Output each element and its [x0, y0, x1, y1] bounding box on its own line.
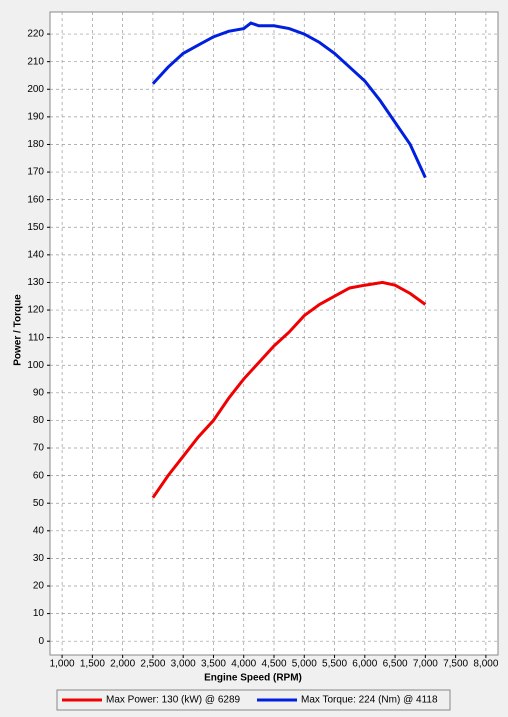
legend-label: Max Power: 130 (kW) @ 6289: [106, 695, 241, 706]
y-tick-label: 150: [27, 222, 44, 233]
y-tick-label: 220: [27, 29, 44, 40]
legend-label: Max Torque: 224 (Nm) @ 4118: [301, 695, 438, 706]
x-tick-label: 1,000: [50, 659, 75, 670]
x-tick-label: 2,000: [110, 659, 135, 670]
y-tick-label: 140: [27, 249, 44, 260]
x-tick-label: 8,000: [473, 659, 498, 670]
x-tick-label: 2,500: [140, 659, 165, 670]
y-tick-label: 10: [33, 608, 45, 619]
y-tick-label: 40: [33, 525, 45, 536]
legend: [56, 689, 451, 711]
y-tick-label: 80: [33, 415, 45, 426]
y-tick-label: 120: [27, 305, 44, 316]
y-tick-label: 210: [27, 56, 44, 67]
y-tick-label: 170: [27, 167, 44, 178]
series-line: [151, 21, 427, 179]
y-tick-label: 190: [27, 112, 44, 123]
y-tick-label: 180: [27, 139, 44, 150]
y-tick-label: 70: [33, 443, 45, 454]
y-tick-label: 20: [33, 581, 45, 592]
series-line: [151, 280, 427, 499]
y-tick-label: 30: [33, 553, 45, 564]
x-tick-label: 3,000: [171, 659, 196, 670]
x-tick-label: 5,000: [292, 659, 317, 670]
x-tick-label: 4,500: [261, 659, 286, 670]
x-tick-label: 6,500: [383, 659, 408, 670]
y-tick-label: 110: [28, 332, 44, 343]
x-tick-label: 7,500: [443, 659, 468, 670]
y-tick-label: 130: [27, 277, 44, 288]
y-tick-label: 100: [27, 360, 44, 371]
x-tick-label: 6,000: [352, 659, 377, 670]
x-tick-label: 4,000: [231, 659, 256, 670]
x-axis-label: Engine Speed (RPM): [204, 673, 302, 684]
y-tick-label: 90: [33, 387, 45, 398]
y-tick-label: 50: [33, 498, 45, 509]
y-tick-label: 160: [27, 194, 44, 205]
x-tick-label: 1,500: [80, 659, 105, 670]
y-tick-label: 200: [27, 84, 44, 95]
x-tick-label: 5,500: [322, 659, 347, 670]
y-tick-label: 0: [38, 636, 44, 647]
x-tick-label: 7,000: [413, 659, 438, 670]
y-tick-label: 60: [33, 470, 45, 481]
y-axis-label: Power / Torque: [13, 294, 24, 366]
x-tick-label: 3,500: [201, 659, 226, 670]
